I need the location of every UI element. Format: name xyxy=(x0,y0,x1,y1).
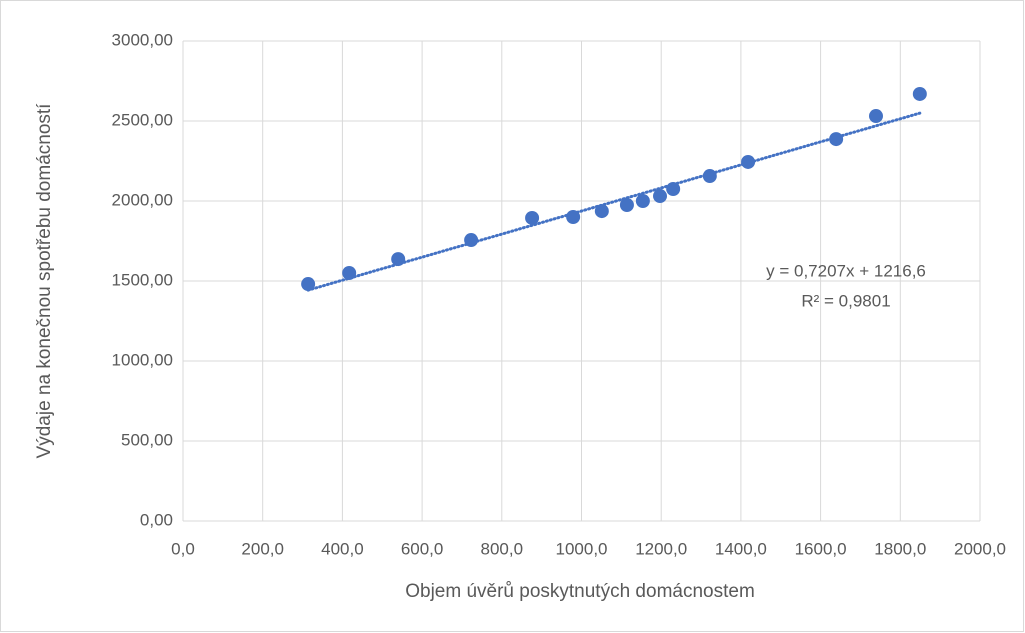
trendline-equation: y = 0,7207x + 1216,6 xyxy=(766,261,926,280)
data-point xyxy=(868,109,883,124)
x-tick-label: 0,0 xyxy=(171,539,195,558)
y-tick-label: 1500,00 xyxy=(112,270,173,289)
x-tick-label: 1800,0 xyxy=(874,539,926,558)
data-point xyxy=(342,266,357,280)
x-tick-label: 1600,0 xyxy=(795,539,847,558)
x-tick-label: 400,0 xyxy=(321,539,364,558)
data-point xyxy=(391,252,406,267)
x-tick-label: 200,0 xyxy=(241,539,284,558)
data-point xyxy=(635,194,650,208)
trendline xyxy=(306,111,922,292)
x-tick-label: 1000,0 xyxy=(556,539,608,558)
y-tick-label: 500,00 xyxy=(121,430,173,449)
data-point xyxy=(666,182,681,196)
y-tick-label: 1000,00 xyxy=(112,350,173,369)
data-point xyxy=(566,210,581,224)
x-tick-label: 800,0 xyxy=(481,539,524,558)
y-tick-label: 2000,00 xyxy=(112,190,173,209)
data-point xyxy=(525,210,540,225)
x-tick-label: 1200,0 xyxy=(635,539,687,558)
x-tick-label: 2000,0 xyxy=(954,539,1006,558)
data-point xyxy=(912,86,927,101)
y-axis-label: Výdaje na konečnou spotřebu domácností xyxy=(34,103,55,459)
data-point xyxy=(301,277,316,292)
data-point xyxy=(653,189,668,204)
data-point xyxy=(741,154,756,169)
y-tick-label: 3000,00 xyxy=(112,30,173,49)
data-point xyxy=(464,233,479,248)
x-tick-label: 1400,0 xyxy=(715,539,767,558)
y-tick-label: 0,00 xyxy=(140,510,173,529)
data-point xyxy=(702,169,717,184)
y-tick-label: 2500,00 xyxy=(112,110,173,129)
data-point xyxy=(829,132,844,147)
data-point xyxy=(619,198,634,212)
trendline-r-squared: R² = 0,9801 xyxy=(801,291,890,310)
data-point xyxy=(594,204,609,219)
x-axis-label: Objem úvěrů poskytnutých domácnostem xyxy=(405,581,755,602)
x-tick-label: 600,0 xyxy=(401,539,444,558)
